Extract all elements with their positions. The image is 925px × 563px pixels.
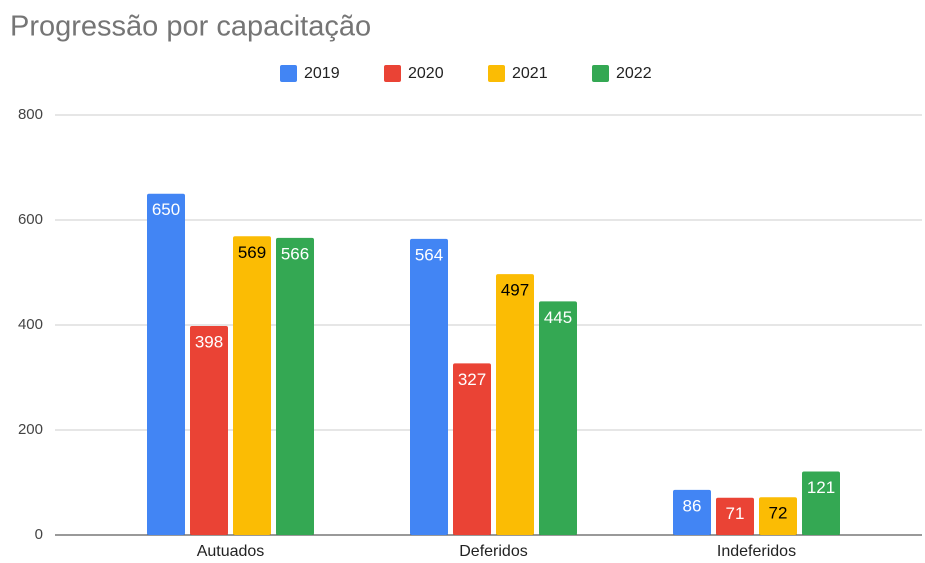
bar (496, 274, 534, 535)
bar (233, 236, 271, 535)
value-label: 497 (501, 281, 529, 300)
value-label: 71 (726, 504, 745, 523)
value-label: 564 (415, 245, 443, 264)
legend-label: 2021 (512, 65, 548, 82)
bar (759, 497, 797, 535)
value-label: 398 (195, 333, 223, 352)
value-label: 86 (683, 496, 702, 515)
value-label: 72 (769, 504, 788, 523)
value-label: 445 (544, 308, 572, 327)
legend-swatch (280, 65, 297, 82)
chart-title: Progressão por capacitação (10, 11, 371, 43)
y-tick-label: 200 (18, 421, 43, 438)
bar (716, 497, 754, 535)
value-label: 650 (152, 200, 180, 219)
value-label: 327 (458, 370, 486, 389)
legend-label: 2020 (408, 65, 444, 82)
bar (673, 489, 711, 535)
legend-label: 2019 (304, 65, 340, 82)
value-label: 121 (807, 478, 835, 497)
legend-swatch (384, 65, 401, 82)
bar (802, 471, 840, 535)
bar (453, 363, 491, 535)
x-tick-label: Indeferidos (717, 543, 796, 560)
bar (276, 237, 314, 535)
bar (147, 193, 185, 535)
value-label: 569 (238, 243, 266, 262)
y-tick-label: 0 (35, 526, 43, 543)
y-tick-label: 800 (18, 106, 43, 123)
y-tick-label: 400 (18, 316, 43, 333)
y-tick-label: 600 (18, 211, 43, 228)
x-tick-label: Autuados (197, 543, 265, 560)
bar (410, 238, 448, 535)
legend-swatch (488, 65, 505, 82)
bar (539, 301, 577, 535)
x-tick-label: Deferidos (459, 543, 527, 560)
value-label: 566 (281, 244, 309, 263)
legend-label: 2022 (616, 65, 652, 82)
bar (190, 326, 228, 535)
legend-swatch (592, 65, 609, 82)
